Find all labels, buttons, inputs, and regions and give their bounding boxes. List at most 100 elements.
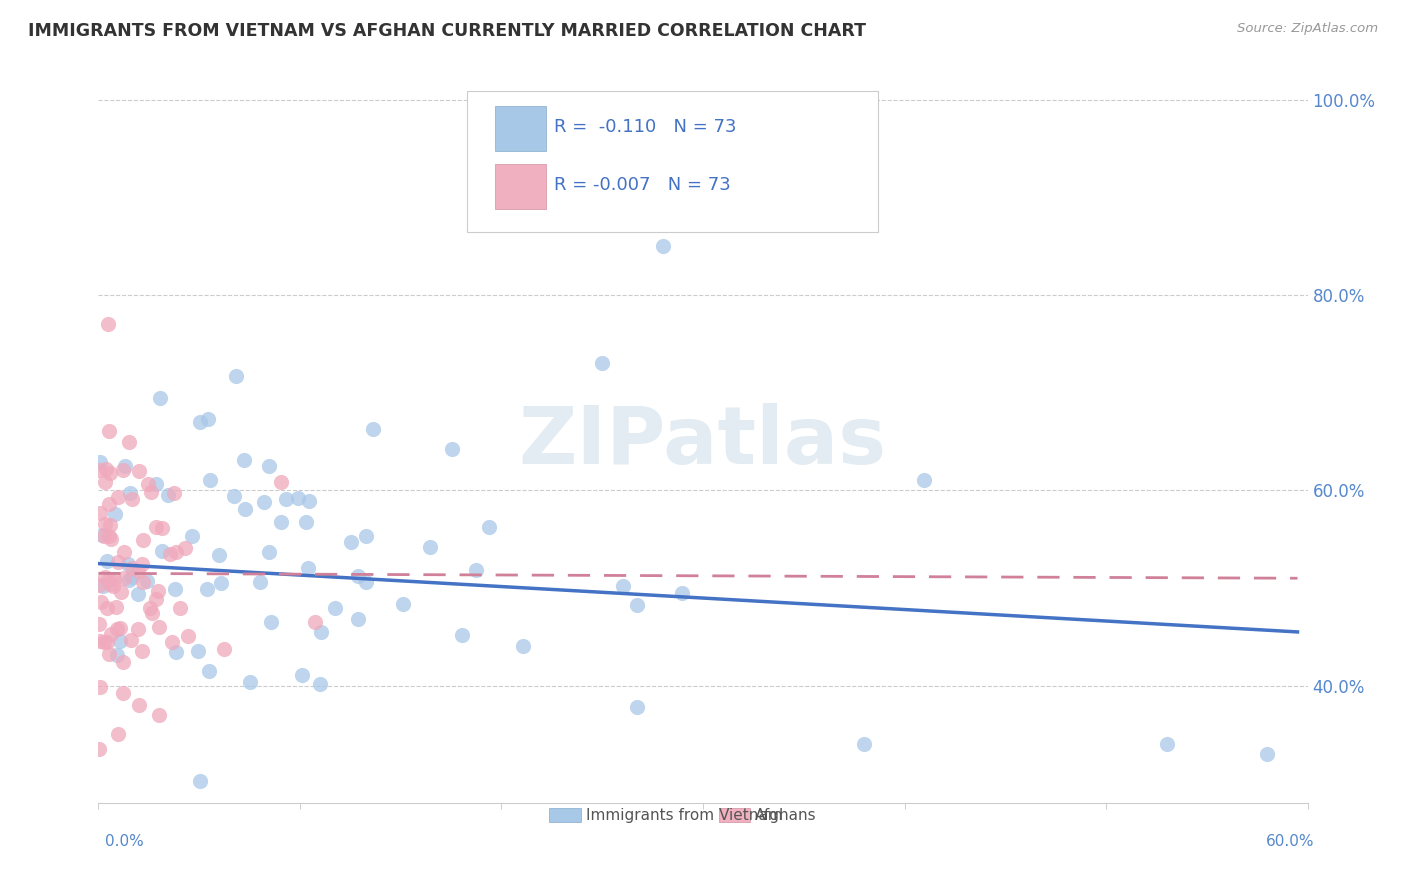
Point xyxy=(105,648,128,662)
Point xyxy=(131,557,153,571)
Point xyxy=(91,579,114,593)
Point xyxy=(127,564,149,578)
Point xyxy=(121,561,143,575)
Point xyxy=(356,574,378,589)
Point xyxy=(96,554,118,568)
Point xyxy=(107,727,129,741)
Point xyxy=(671,585,693,599)
Point xyxy=(89,741,111,756)
Point xyxy=(89,463,111,477)
Point xyxy=(451,628,474,642)
Point xyxy=(104,507,127,521)
Point xyxy=(131,574,153,589)
Text: IMMIGRANTS FROM VIETNAM VS AFGHAN CURRENTLY MARRIED CORRELATION CHART: IMMIGRANTS FROM VIETNAM VS AFGHAN CURREN… xyxy=(28,22,866,40)
Point xyxy=(89,506,111,520)
FancyBboxPatch shape xyxy=(718,808,751,822)
Point xyxy=(132,533,155,547)
Point xyxy=(141,484,163,499)
Text: R = -0.007   N = 73: R = -0.007 N = 73 xyxy=(554,176,731,194)
Point xyxy=(259,459,281,474)
Point xyxy=(146,584,169,599)
Point xyxy=(145,592,167,607)
Point xyxy=(127,587,149,601)
Point xyxy=(108,621,131,635)
Point xyxy=(270,475,292,489)
Point xyxy=(166,645,188,659)
Point xyxy=(89,680,111,694)
Point xyxy=(128,464,150,478)
Point xyxy=(148,707,170,722)
Point xyxy=(118,486,141,500)
Point xyxy=(209,576,232,591)
Point xyxy=(94,570,117,584)
Point xyxy=(177,629,200,643)
Point xyxy=(464,563,486,577)
Point xyxy=(1156,737,1178,751)
Point xyxy=(440,442,463,456)
Point xyxy=(148,391,170,405)
Point xyxy=(287,491,309,505)
Point xyxy=(165,545,187,559)
Point xyxy=(97,497,120,511)
Point xyxy=(249,574,271,589)
Point xyxy=(96,635,118,649)
Point xyxy=(162,634,184,648)
Point xyxy=(111,686,134,700)
Point xyxy=(97,318,120,332)
Point xyxy=(111,463,134,477)
Point xyxy=(1256,747,1278,761)
Point xyxy=(107,490,129,504)
Point xyxy=(139,601,162,615)
Point xyxy=(169,601,191,615)
Point xyxy=(195,582,218,596)
Point xyxy=(197,412,219,426)
Point xyxy=(853,737,876,751)
Point xyxy=(354,529,377,543)
Point xyxy=(96,600,118,615)
Point xyxy=(112,571,135,585)
Point xyxy=(188,415,211,429)
Text: Source: ZipAtlas.com: Source: ZipAtlas.com xyxy=(1237,22,1378,36)
Point xyxy=(98,572,121,586)
Point xyxy=(93,634,115,648)
Point xyxy=(912,473,935,487)
Point xyxy=(89,634,111,648)
Point xyxy=(270,515,292,529)
Point xyxy=(180,529,202,543)
Point xyxy=(131,644,153,658)
Point xyxy=(294,516,316,530)
Point xyxy=(89,617,111,632)
FancyBboxPatch shape xyxy=(495,164,546,209)
Point xyxy=(233,501,256,516)
Point xyxy=(135,574,157,588)
Point xyxy=(259,615,281,629)
Point xyxy=(148,620,170,634)
Point xyxy=(112,655,135,669)
Point xyxy=(626,699,648,714)
Point xyxy=(323,600,346,615)
FancyBboxPatch shape xyxy=(550,808,581,822)
Point xyxy=(391,597,413,611)
Point xyxy=(127,622,149,636)
Point xyxy=(118,434,141,449)
Point xyxy=(94,475,117,489)
Point xyxy=(347,568,370,582)
Point xyxy=(112,545,135,559)
Text: 0.0%: 0.0% xyxy=(105,834,145,849)
Point xyxy=(97,529,120,543)
Point xyxy=(117,557,139,571)
Point xyxy=(94,517,117,532)
Point xyxy=(591,356,613,370)
Point xyxy=(309,676,332,690)
Point xyxy=(98,577,121,591)
Point xyxy=(105,623,128,637)
Point xyxy=(100,627,122,641)
Point xyxy=(150,520,173,534)
FancyBboxPatch shape xyxy=(467,91,879,232)
Point xyxy=(107,555,129,569)
Point xyxy=(304,615,326,629)
Point xyxy=(291,668,314,682)
Point xyxy=(233,453,256,467)
Point xyxy=(253,495,276,509)
Point xyxy=(100,532,122,546)
